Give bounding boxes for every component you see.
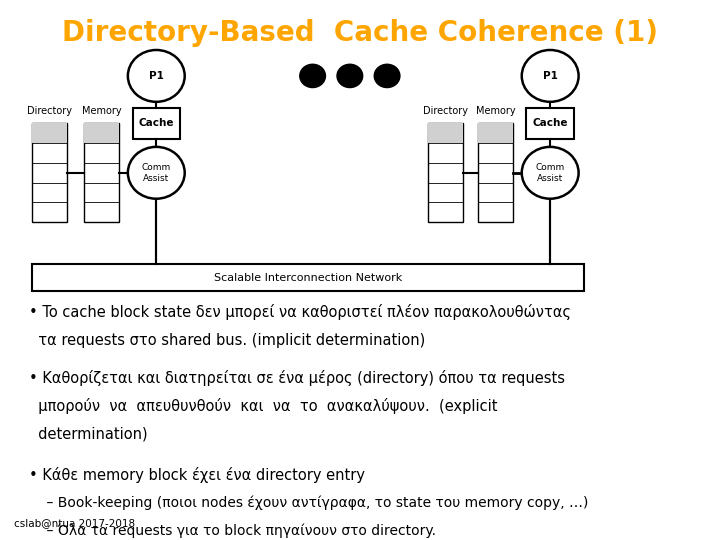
Bar	[428, 124, 463, 143]
Text: – Book-keeping (ποιοι nodes έχουν αντίγραφα, το state του memory copy, …): – Book-keeping (ποιοι nodes έχουν αντίγρ…	[29, 495, 588, 510]
Bar	[478, 124, 513, 143]
Text: cslab@ntua 2017-2018: cslab@ntua 2017-2018	[14, 518, 135, 528]
Ellipse shape	[128, 50, 185, 102]
Bar	[84, 124, 119, 222]
Bar	[132, 108, 180, 139]
Ellipse shape	[522, 147, 579, 199]
Circle shape	[336, 64, 364, 88]
Circle shape	[374, 64, 400, 88]
Text: • Κάθε memory block έχει ένα directory entry: • Κάθε memory block έχει ένα directory e…	[29, 467, 364, 483]
Text: P1: P1	[543, 71, 557, 81]
Text: Directory: Directory	[27, 106, 72, 116]
Bar	[32, 264, 584, 291]
Text: • Καθορίζεται και διατηρείται σε ένα μέρος (directory) όπου τα requests: • Καθορίζεται και διατηρείται σε ένα μέρ…	[29, 370, 564, 386]
Text: Memory: Memory	[475, 106, 516, 116]
Bar	[32, 124, 67, 143]
Text: Scalable Interconnection Network: Scalable Interconnection Network	[214, 273, 402, 283]
Text: Comm
Assist: Comm Assist	[536, 163, 564, 183]
Bar	[478, 124, 513, 222]
Bar	[428, 124, 463, 222]
Text: μπορούν  να  απευθυνθούν  και  να  το  ανακαλύψουν.  (explicit: μπορούν να απευθυνθούν και να το ανακαλύ…	[29, 399, 497, 414]
Text: τα requests στο shared bus. (implicit determination): τα requests στο shared bus. (implicit de…	[29, 333, 425, 348]
Ellipse shape	[522, 50, 579, 102]
Text: Directory: Directory	[423, 106, 468, 116]
Bar	[32, 124, 67, 222]
Text: Comm
Assist: Comm Assist	[142, 163, 171, 183]
Bar	[84, 124, 119, 143]
Text: determination): determination)	[29, 427, 147, 442]
Bar	[526, 108, 574, 139]
Text: P1: P1	[149, 71, 163, 81]
Text: Memory: Memory	[81, 106, 121, 116]
Text: Cache: Cache	[138, 118, 174, 129]
Text: • To cache block state δεν μπορεί να καθοριστεί πλέον παρακολουθώντας: • To cache block state δεν μπορεί να καθ…	[29, 304, 570, 320]
Ellipse shape	[128, 147, 185, 199]
Circle shape	[299, 64, 326, 88]
Text: Cache: Cache	[532, 118, 568, 129]
Text: Directory-Based  Cache Coherence (1): Directory-Based Cache Coherence (1)	[62, 19, 658, 47]
Text: – Όλα τα requests για το block πηγαίνουν στο directory.: – Όλα τα requests για το block πηγαίνουν…	[29, 524, 436, 538]
